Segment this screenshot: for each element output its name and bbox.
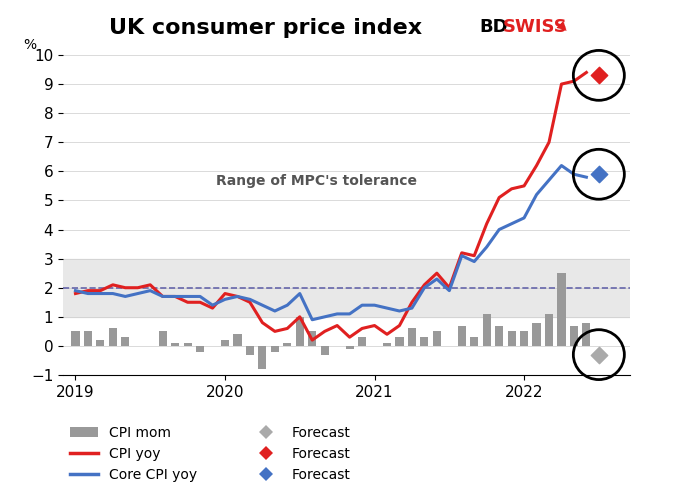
Bar	[508, 332, 516, 346]
Bar	[533, 322, 540, 346]
Point	[593, 350, 604, 358]
Text: UK consumer price index: UK consumer price index	[109, 18, 423, 38]
Bar	[570, 326, 578, 346]
Bar	[358, 337, 366, 346]
Bar	[408, 328, 416, 346]
Bar	[183, 343, 192, 346]
Bar	[420, 337, 428, 346]
Bar	[346, 346, 354, 349]
Bar	[71, 332, 80, 346]
Bar	[582, 322, 590, 346]
Text: %: %	[23, 38, 36, 52]
Bar	[295, 317, 304, 346]
Bar	[545, 314, 553, 346]
Bar	[321, 346, 329, 354]
Bar	[433, 332, 441, 346]
Bar	[196, 346, 204, 352]
Bar	[557, 273, 566, 346]
Bar	[221, 340, 229, 346]
Point	[593, 72, 604, 80]
Point	[593, 170, 604, 178]
Bar	[246, 346, 254, 354]
Bar	[159, 332, 167, 346]
Text: BD: BD	[480, 18, 508, 36]
Bar	[258, 346, 267, 369]
Bar	[520, 332, 528, 346]
Bar	[84, 332, 92, 346]
Bar	[470, 337, 478, 346]
Bar	[271, 346, 279, 352]
Bar	[458, 326, 466, 346]
Text: Range of MPC's tolerance: Range of MPC's tolerance	[216, 174, 417, 188]
Bar	[482, 314, 491, 346]
Bar	[284, 343, 291, 346]
Bar	[121, 337, 130, 346]
Bar	[63, 258, 630, 317]
Bar	[108, 328, 117, 346]
Bar	[383, 343, 391, 346]
Text: SWISS: SWISS	[503, 18, 567, 36]
Bar	[495, 326, 503, 346]
Text: ▶: ▶	[555, 19, 571, 35]
Bar	[308, 332, 316, 346]
Bar	[97, 340, 104, 346]
Legend: CPI mom, CPI yoy, Core CPI yoy, Forecast, Forecast, Forecast: CPI mom, CPI yoy, Core CPI yoy, Forecast…	[64, 420, 356, 488]
Bar	[395, 337, 403, 346]
Bar	[233, 334, 242, 346]
Bar	[171, 343, 179, 346]
